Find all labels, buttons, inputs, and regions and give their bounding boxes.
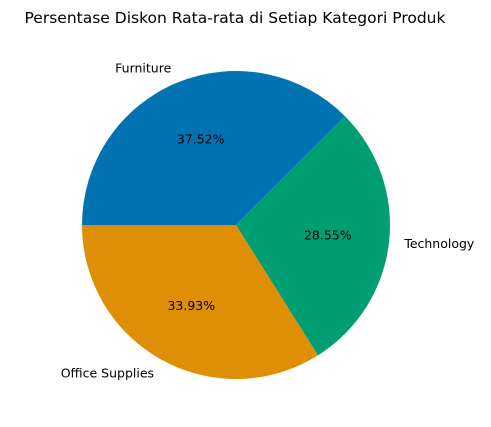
pie-slice-technology bbox=[236, 116, 390, 356]
pie-labels: 37.52% Furniture 28.55% Technology 33.93% Off… bbox=[61, 60, 475, 380]
pie-value-label: 37.52% bbox=[177, 132, 225, 147]
pie-value-label: 28.55% bbox=[304, 227, 352, 242]
pie-value-label: 33.93% bbox=[167, 298, 215, 313]
pie-slice-office-supplies bbox=[82, 225, 318, 380]
pie-category-label: Office Supplies bbox=[61, 365, 154, 380]
pie-slices bbox=[82, 71, 390, 380]
pie-category-label: Furniture bbox=[115, 60, 171, 75]
pie-slice-furniture bbox=[82, 71, 346, 226]
chart-title: Persentase Diskon Rata-rata di Setiap Ka… bbox=[25, 9, 446, 27]
pie-category-label: Technology bbox=[403, 236, 475, 251]
